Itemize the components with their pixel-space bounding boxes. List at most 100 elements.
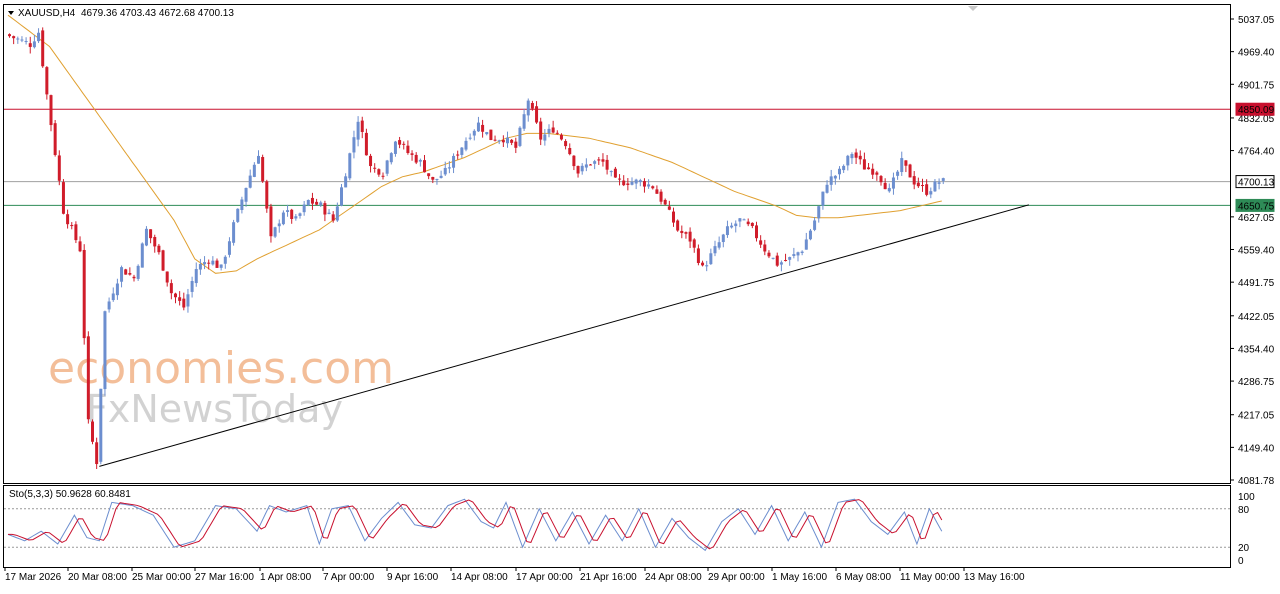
candle-body: [572, 155, 576, 167]
x-tick-label: 13 May 16:00: [964, 572, 1025, 583]
candle-body: [244, 187, 248, 202]
candle-body: [526, 100, 530, 116]
price-level-badge: [1235, 198, 1275, 212]
y-tick-label: 4832.05: [1238, 114, 1275, 125]
candle-body: [402, 143, 406, 145]
candle-body: [203, 262, 207, 265]
candle-body: [589, 164, 592, 166]
candle-body: [497, 140, 501, 142]
trendline: [99, 204, 1030, 467]
candle-body: [800, 251, 804, 253]
candle-body: [750, 222, 754, 227]
candle-body: [609, 171, 613, 173]
ascending-trendline[interactable]: [99, 204, 1030, 467]
candle-body: [431, 176, 435, 180]
candle-body: [136, 265, 140, 279]
candle-body: [854, 152, 858, 158]
candle-body: [227, 241, 231, 255]
scroll-marker-icon[interactable]: [968, 6, 978, 11]
x-tick-label: 25 Mar 00:00: [132, 572, 191, 583]
candle-body: [713, 246, 717, 254]
x-tick-label: 9 Apr 16:00: [387, 572, 439, 583]
candle-body: [389, 153, 393, 163]
candle-body: [647, 184, 651, 187]
candle-body: [252, 164, 256, 177]
candle-body: [912, 176, 916, 185]
candle-body: [597, 159, 601, 161]
candle-body: [564, 141, 568, 147]
y-tick-label: 4901.75: [1238, 80, 1275, 91]
dropdown-arrow-icon[interactable]: [8, 11, 14, 15]
candle-body: [867, 167, 871, 170]
candle-body: [290, 209, 294, 219]
candle-body: [294, 216, 298, 219]
candle-body: [779, 262, 783, 265]
candle-body: [157, 245, 161, 253]
candle-body: [198, 263, 202, 270]
candle-body: [522, 114, 526, 129]
candle-body: [605, 159, 609, 170]
candle-body: [730, 225, 734, 228]
candle-body: [821, 191, 825, 206]
x-tick-label: 17 Mar 2026: [5, 572, 62, 583]
stochastic-scale-label: 100: [1238, 492, 1255, 503]
candle-body: [941, 178, 945, 181]
candle-body: [829, 176, 833, 185]
candle-body: [161, 250, 165, 271]
candle-body: [676, 220, 680, 231]
candle-body: [190, 280, 194, 292]
candle-body: [269, 206, 273, 237]
stochastic-scale-label: 0: [1238, 556, 1244, 567]
candle-body: [95, 442, 99, 465]
candle-body: [28, 43, 32, 47]
candle-body: [717, 242, 721, 248]
y-tick-label: 4081.78: [1238, 476, 1275, 487]
candle-body: [721, 234, 725, 243]
time-axis: 17 Mar 2026 20 Mar 08:00 25 Mar 00:00 27 Ma…: [4, 567, 1025, 583]
candle-body: [755, 225, 758, 239]
candle-body: [37, 32, 41, 42]
candle-body: [518, 127, 522, 146]
candle-body: [672, 211, 675, 223]
candle-body: [887, 187, 891, 192]
candle-body: [124, 269, 128, 275]
candle-body: [838, 168, 841, 175]
candle-body: [219, 264, 223, 268]
x-tick-label: 1 May 16:00: [772, 572, 827, 583]
candle-body: [613, 168, 617, 178]
candle-body: [24, 41, 28, 43]
candle-body: [667, 206, 671, 210]
candle-body: [111, 293, 115, 301]
candle-body: [257, 155, 260, 164]
price-level-badge: [1235, 102, 1275, 116]
candle-body: [904, 160, 908, 166]
x-tick-label: 24 Apr 08:00: [645, 572, 702, 583]
candle-body: [858, 155, 862, 160]
price-level-badge: [1235, 175, 1275, 189]
candle-body: [277, 223, 281, 227]
candle-body: [705, 265, 709, 267]
candle-body: [709, 253, 713, 265]
candle-body: [194, 269, 198, 284]
candle-body: [310, 197, 314, 204]
candle-body: [530, 102, 534, 109]
candle-body: [435, 178, 439, 180]
candle-body: [178, 297, 182, 301]
candle-body: [638, 180, 642, 183]
candle-body: [281, 212, 285, 225]
candle-body: [846, 155, 850, 166]
candle-body: [302, 204, 306, 213]
candle-body: [140, 243, 144, 268]
candle-body: [414, 154, 418, 163]
x-tick-label: 11 May 00:00: [900, 572, 960, 583]
candle-body: [406, 145, 410, 154]
candle-body: [485, 132, 489, 135]
candle-body: [692, 239, 696, 248]
stochastic-header: Sto(5,3,3) 50.9628 60.8481: [9, 489, 131, 500]
candle-body: [925, 184, 929, 195]
candle-body: [91, 421, 94, 442]
candle-body: [929, 191, 933, 195]
candle-body: [443, 167, 447, 175]
